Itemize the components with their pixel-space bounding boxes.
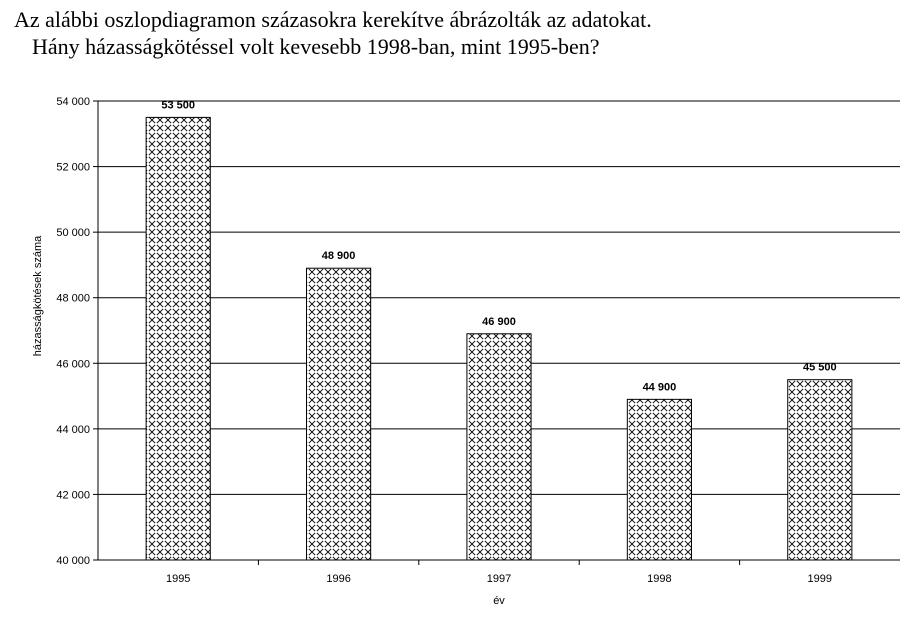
axes <box>93 100 900 565</box>
question-line-2: Hány házasságkötéssel volt kevesebb 1998… <box>32 34 600 59</box>
bar-1997 <box>466 333 532 561</box>
data-label-1998: 44 900 <box>643 381 677 393</box>
bar-1996 <box>306 267 372 561</box>
x-tick-label-1998: 1998 <box>647 573 671 585</box>
bar-1999 <box>787 379 853 561</box>
y-tick-label: 46 000 <box>56 358 90 370</box>
x-tick-label-1999: 1999 <box>808 573 832 585</box>
y-tick-label: 44 000 <box>56 424 90 436</box>
y-tick-label: 52 000 <box>56 162 90 174</box>
data-label-1997: 46 900 <box>482 316 516 328</box>
y-tick-label: 54 000 <box>56 96 90 108</box>
labels: 40 000 42 000 44 000 46 000 48 000 50 000 52 0… <box>56 96 836 585</box>
x-tick-label-1996: 1996 <box>326 573 350 585</box>
y-axis-title: házasságkötések száma <box>32 235 44 356</box>
x-axis-title: év <box>493 595 505 607</box>
bars <box>145 116 853 561</box>
y-tick-label: 50 000 <box>56 227 90 239</box>
question-line-1: Az alábbi oszlopdiagramon százasokra ker… <box>14 7 652 32</box>
y-tick-label: 48 000 <box>56 293 90 305</box>
data-label-1995: 53 500 <box>161 99 195 111</box>
x-tick-label-1995: 1995 <box>166 573 190 585</box>
y-tick-label: 42 000 <box>56 489 90 501</box>
bar-1995 <box>145 116 211 561</box>
data-label-1996: 48 900 <box>322 250 356 262</box>
x-tick-label-1997: 1997 <box>487 573 511 585</box>
y-tick-label: 40 000 <box>56 555 90 567</box>
data-label-1999: 45 500 <box>803 362 837 374</box>
question-text: Az alábbi oszlopdiagramon százasokra ker… <box>14 6 652 60</box>
bar-1998 <box>626 398 692 561</box>
